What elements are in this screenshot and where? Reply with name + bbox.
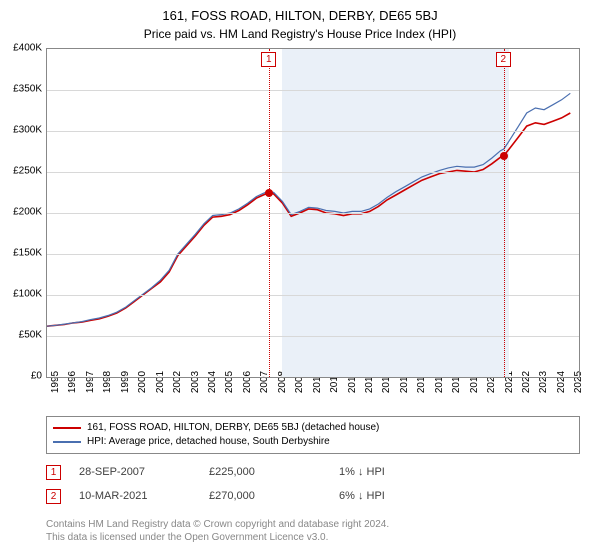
gridline [47, 295, 579, 296]
y-tick-label: £400K [13, 43, 42, 54]
gridline [47, 131, 579, 132]
legend-label: 161, FOSS ROAD, HILTON, DERBY, DE65 5BJ … [87, 421, 379, 435]
legend-item: 161, FOSS ROAD, HILTON, DERBY, DE65 5BJ … [53, 421, 573, 435]
gridline [47, 213, 579, 214]
y-tick-label: £100K [13, 289, 42, 300]
gridline [47, 336, 579, 337]
event-vline [269, 49, 270, 377]
transaction-row: 2 10-MAR-2021£270,0006% ↓ HPI [46, 484, 580, 508]
sale-point-marker [500, 152, 508, 160]
transaction-price: £270,000 [209, 490, 339, 502]
chart-title: 161, FOSS ROAD, HILTON, DERBY, DE65 5BJ [0, 0, 600, 23]
event-marker-label: 1 [261, 52, 276, 67]
chart-subtitle: Price paid vs. HM Land Registry's House … [0, 23, 600, 47]
y-tick-label: £150K [13, 248, 42, 259]
y-tick-label: £250K [13, 166, 42, 177]
event-vline [504, 49, 505, 377]
footnote: Contains HM Land Registry data © Crown c… [46, 518, 580, 544]
transaction-table: 1 28-SEP-2007£225,0001% ↓ HPI 2 10-MAR-2021… [46, 460, 580, 508]
gridline [47, 254, 579, 255]
y-tick-label: £50K [19, 330, 42, 341]
legend-swatch [53, 441, 81, 443]
chart-container: 161, FOSS ROAD, HILTON, DERBY, DE65 5BJ … [0, 0, 600, 560]
event-marker-label: 2 [496, 52, 511, 67]
y-tick-label: £350K [13, 84, 42, 95]
sale-point-marker [265, 189, 273, 197]
legend-swatch [53, 427, 81, 429]
footnote-line: Contains HM Land Registry data © Crown c… [46, 518, 580, 531]
legend-label: HPI: Average price, detached house, Sout… [87, 435, 330, 449]
transaction-date: 28-SEP-2007 [79, 466, 209, 478]
y-tick-label: £300K [13, 125, 42, 136]
gridline [47, 90, 579, 91]
y-tick-label: £0 [31, 371, 42, 382]
footnote-line: This data is licensed under the Open Gov… [46, 531, 580, 544]
plot-area [46, 48, 580, 378]
transaction-price: £225,000 [209, 466, 339, 478]
transaction-date: 10-MAR-2021 [79, 490, 209, 502]
transaction-delta: 6% ↓ HPI [339, 490, 469, 502]
transaction-marker: 2 [46, 489, 61, 504]
y-tick-label: £200K [13, 207, 42, 218]
legend-item: HPI: Average price, detached house, Sout… [53, 435, 573, 449]
gridline [47, 172, 579, 173]
transaction-delta: 1% ↓ HPI [339, 466, 469, 478]
transaction-marker: 1 [46, 465, 61, 480]
legend: 161, FOSS ROAD, HILTON, DERBY, DE65 5BJ … [46, 416, 580, 454]
transaction-row: 1 28-SEP-2007£225,0001% ↓ HPI [46, 460, 580, 484]
